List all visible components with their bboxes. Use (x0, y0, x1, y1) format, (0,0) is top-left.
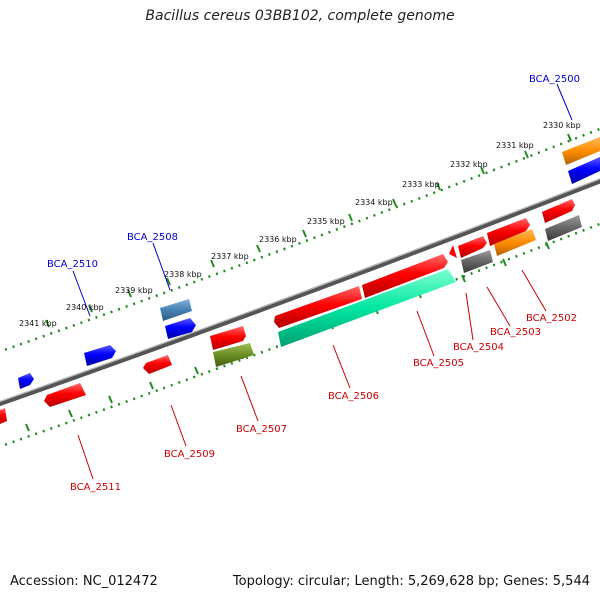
gene-feature[interactable] (461, 250, 493, 273)
tick-label: 2335 kbp (307, 217, 345, 226)
gene-feature[interactable] (542, 199, 575, 223)
gene-label[interactable]: BCA_2509 (164, 449, 215, 460)
gene-label[interactable]: BCA_2508 (127, 232, 178, 243)
tick-label: 2341 kbp (19, 319, 57, 328)
gene-label[interactable]: BCA_2503 (490, 327, 541, 338)
upper-major-ticks (45, 133, 572, 328)
gene-feature[interactable] (44, 383, 86, 407)
gene-feature[interactable] (84, 345, 116, 366)
forward-genes (18, 137, 600, 389)
gene-label[interactable]: BCA_2510 (47, 259, 98, 270)
gene-label[interactable]: BCA_2502 (526, 313, 577, 324)
gene-feature[interactable] (568, 157, 600, 184)
gene-feature[interactable] (160, 299, 192, 321)
genome-backbone-highlight (0, 178, 600, 403)
tick-label: 2332 kbp (450, 160, 488, 169)
gene-label[interactable]: BCA_2507 (236, 424, 287, 435)
gene-label[interactable]: BCA_2505 (413, 358, 464, 369)
tick-label: 2340 kbp (66, 303, 104, 312)
gene-feature[interactable] (458, 236, 487, 258)
gene-feature[interactable] (562, 137, 600, 165)
map-title: Bacillus cereus 03BB102, complete genome (145, 8, 455, 24)
gene-feature[interactable] (165, 318, 196, 339)
gene-feature[interactable] (210, 326, 246, 350)
gene-feature[interactable] (213, 343, 254, 367)
gene-label[interactable]: BCA_2511 (70, 482, 121, 493)
tick-label: 2336 kbp (259, 235, 297, 244)
genome-summary-text: Topology: circular; Length: 5,269,628 bp… (232, 574, 590, 589)
callout-lines-top (72, 83, 573, 317)
tick-labels: 2330 kbp 2331 kbp 2332 kbp 2333 kbp 2334… (19, 121, 581, 328)
gene-label[interactable]: BCA_2504 (453, 342, 504, 353)
gene-feature[interactable] (18, 373, 34, 389)
tick-label: 2333 kbp (402, 180, 440, 189)
gene-feature[interactable] (143, 355, 172, 374)
gene-label[interactable]: BCA_2500 (529, 74, 580, 85)
gene-feature[interactable] (545, 215, 582, 241)
tick-label: 2331 kbp (496, 141, 534, 150)
reverse-genes (0, 229, 536, 424)
tick-label: 2334 kbp (355, 198, 393, 207)
tick-label: 2339 kbp (115, 286, 153, 295)
gene-label[interactable]: BCA_2506 (328, 391, 379, 402)
callout-lines-bottom (77, 269, 547, 480)
gene-feature[interactable] (362, 254, 448, 298)
gene-feature[interactable] (278, 269, 456, 347)
gene-feature[interactable] (487, 218, 530, 246)
gene-labels-top: BCA_2500 BCA_2508 BCA_2510 (47, 74, 580, 270)
gene-labels-bottom: BCA_2502 BCA_2503 BCA_2504 BCA_2505 BCA_… (70, 313, 577, 493)
gene-feature[interactable] (274, 286, 362, 328)
accession-text: Accession: NC_012472 (10, 574, 158, 589)
genome-backbone (0, 178, 600, 407)
tick-label: 2330 kbp (543, 121, 581, 130)
gene-feature[interactable] (0, 408, 7, 424)
gene-feature[interactable] (494, 229, 536, 256)
tick-label: 2338 kbp (164, 270, 202, 279)
tick-label: 2337 kbp (211, 252, 249, 261)
gene-feature[interactable] (449, 245, 457, 258)
